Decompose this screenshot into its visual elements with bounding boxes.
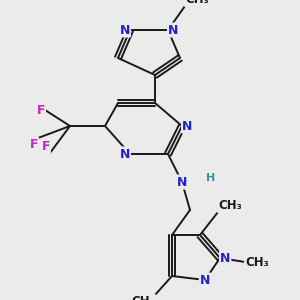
- Text: N: N: [120, 23, 130, 37]
- Text: N: N: [200, 274, 210, 286]
- Text: N: N: [168, 23, 178, 37]
- Text: CH₃: CH₃: [185, 0, 209, 6]
- Text: CH₃: CH₃: [218, 199, 242, 212]
- Text: F: F: [29, 138, 38, 151]
- Text: N: N: [177, 176, 187, 188]
- Text: CH₃: CH₃: [245, 256, 269, 268]
- Text: CH₃: CH₃: [131, 295, 155, 300]
- Text: F: F: [37, 103, 45, 116]
- Text: N: N: [120, 148, 130, 160]
- Text: F: F: [41, 140, 50, 153]
- Text: H: H: [206, 173, 215, 183]
- Text: N: N: [182, 119, 192, 133]
- Text: N: N: [220, 251, 230, 265]
